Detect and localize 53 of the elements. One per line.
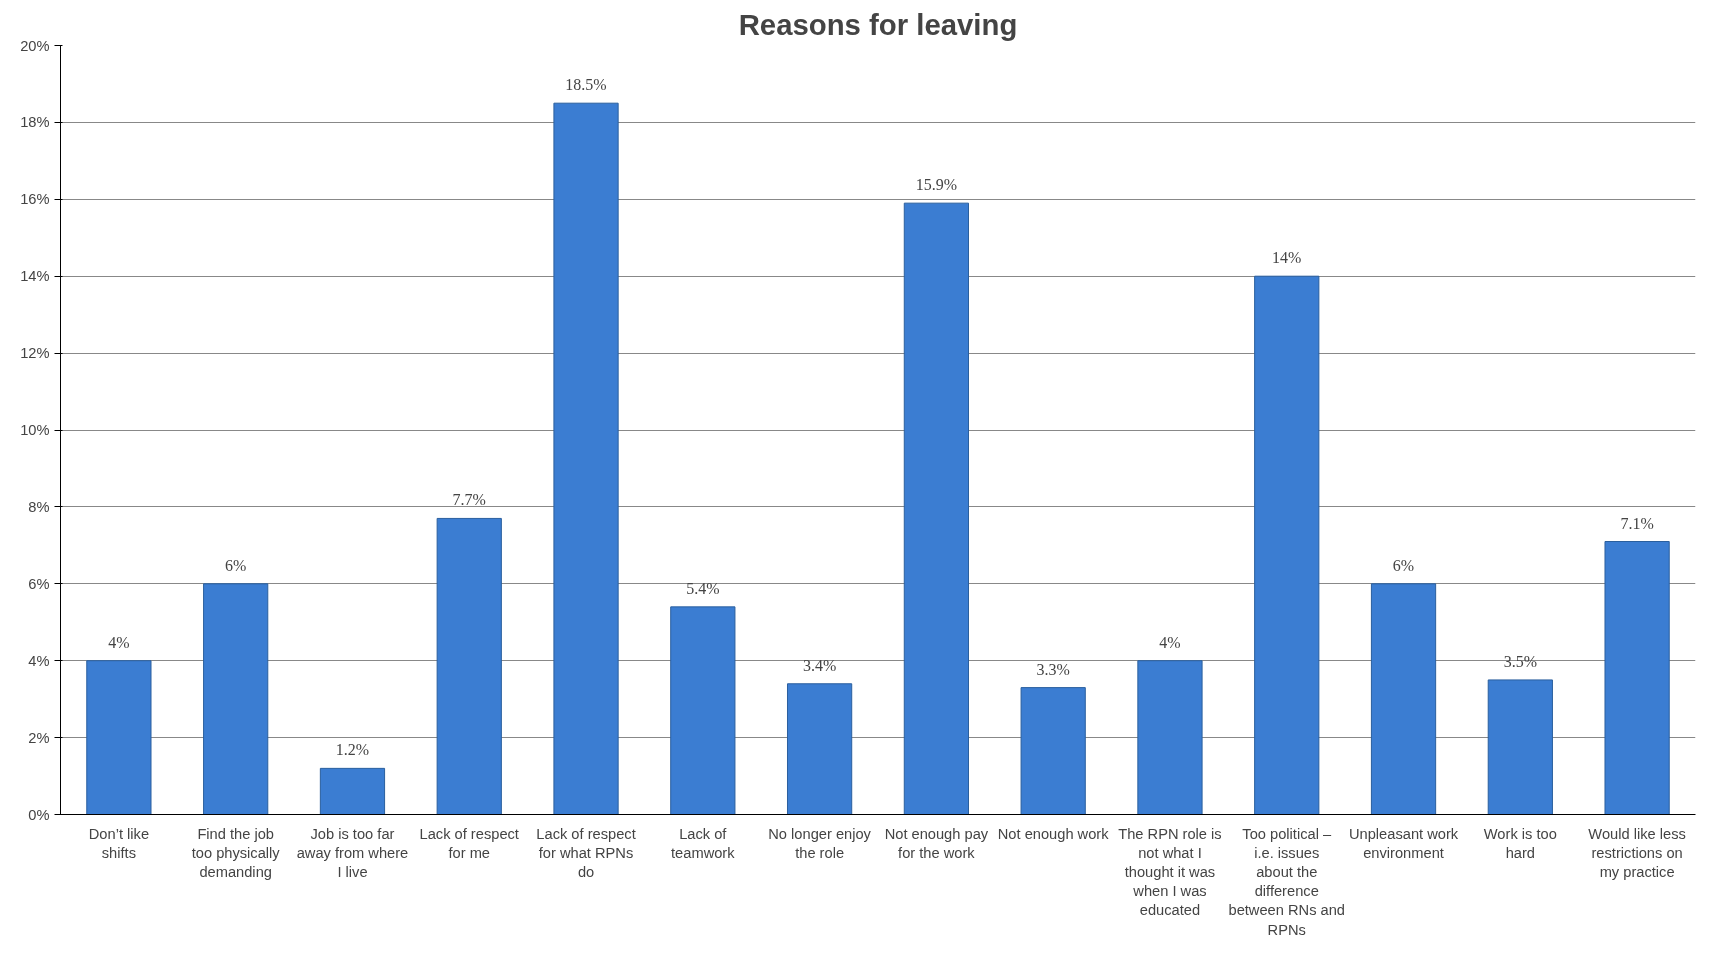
data-label: 14%	[1272, 249, 1302, 267]
x-tick-label: Lack of respect for me	[419, 825, 519, 861]
data-label: 4%	[1159, 633, 1181, 651]
data-label: 18.5%	[565, 76, 607, 94]
chart-title: Reasons for leaving	[738, 7, 1018, 41]
bar	[1604, 541, 1670, 815]
x-tick-label: Not enough work	[997, 825, 1110, 842]
y-tick-label: 20%	[20, 37, 50, 54]
bar	[786, 683, 853, 815]
bar	[1020, 687, 1086, 815]
bar	[553, 102, 619, 815]
data-label: 3.4%	[802, 656, 837, 674]
bar	[1137, 660, 1203, 815]
x-tick-label: Too political – i.e. issues about the difference between RNs and RPNs	[1228, 825, 1346, 938]
data-label: 15.9%	[915, 176, 958, 194]
data-label: 3.3%	[1036, 660, 1070, 678]
bar	[436, 517, 502, 815]
y-tick-label: 0%	[28, 806, 50, 823]
y-tick-label: 16%	[20, 191, 50, 208]
bar	[203, 583, 269, 815]
bar	[1370, 583, 1437, 815]
x-tick-label: Unpleasant work environment	[1348, 825, 1459, 861]
bar	[86, 660, 152, 815]
x-tick-label: Not enough pay for the work	[884, 825, 989, 861]
x-tick-label: Would like less restrictions on my practice	[1588, 825, 1686, 880]
x-tick-label: No longer enjoy the role	[768, 825, 872, 861]
data-label: 7.1%	[1620, 514, 1654, 532]
data-label: 6%	[1392, 556, 1415, 574]
y-tick-label: 18%	[20, 114, 50, 131]
data-label: 1.2%	[335, 741, 370, 759]
data-label: 4%	[108, 633, 130, 651]
x-tick-label: The RPN role is not what I thought it was when I was educated	[1118, 825, 1222, 919]
data-label: 6%	[225, 556, 247, 574]
y-tick-label: 4%	[28, 652, 50, 669]
y-tick-label: 10%	[20, 422, 50, 438]
y-tick-label: 6%	[28, 575, 50, 592]
y-tick-label: 14%	[20, 268, 50, 285]
x-tick-label: Lack of teamwork	[671, 825, 736, 861]
x-tick-label: Job is too far away from where I live	[296, 825, 409, 880]
bar	[319, 767, 386, 815]
y-tick-label: 2%	[28, 729, 50, 746]
bar	[1254, 275, 1320, 815]
bar	[670, 606, 736, 815]
x-tick-label: Work is too hard	[1483, 825, 1557, 861]
x-tick-label: Don’t like shifts	[88, 825, 150, 861]
x-tick-label: Find the job too physically demanding	[191, 825, 281, 880]
data-label: 5.4%	[686, 579, 720, 597]
x-tick-label: Lack of respect for what RPNs do	[536, 825, 636, 880]
bar	[1487, 679, 1553, 815]
data-label: 7.7%	[452, 491, 486, 509]
y-tick-label: 8%	[28, 498, 50, 515]
bar	[903, 202, 970, 815]
y-tick-label: 12%	[20, 345, 50, 362]
